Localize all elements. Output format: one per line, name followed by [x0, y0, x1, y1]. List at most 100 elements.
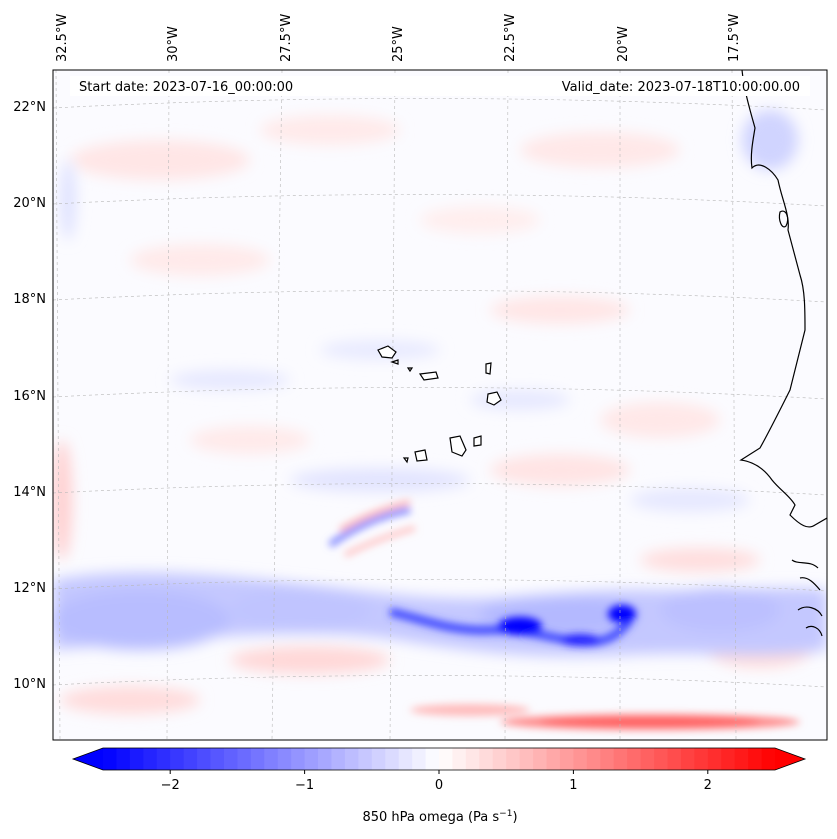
colorbar-label: 850 hPa omega (Pa s−1): [362, 809, 517, 825]
colorbar-segment: [573, 748, 588, 770]
colorbar-segment: [694, 748, 709, 770]
colorbar-segment: [264, 748, 279, 770]
colorbar-segment: [613, 748, 628, 770]
lon-label-25w: 25°W: [391, 26, 406, 62]
island-sao-vicente: [390, 359, 399, 365]
colorbar-segment: [250, 748, 265, 770]
colorbar-segment: [143, 748, 158, 770]
convergence-band: [53, 572, 827, 657]
latitude-labels: 22°N 20°N 18°N 16°N 14°N 12°N 10°N: [13, 100, 46, 692]
lat-label-10n: 10°N: [13, 677, 46, 692]
descent-streak: [410, 704, 800, 730]
wave-feature: [328, 499, 416, 558]
colorbar-segment: [237, 748, 252, 770]
colorbar-segment: [492, 748, 507, 770]
colorbar-segment: [519, 748, 534, 770]
lat-label-22n: 22°N: [13, 100, 46, 115]
colorbar-tick-label: 1: [569, 778, 577, 793]
map-panel: Start date: 2023-07-16_00:00:00 Valid_da…: [52, 69, 828, 741]
colorbar-segment: [654, 748, 668, 770]
colorbar-segment: [761, 748, 776, 770]
start-date-label: Start date: 2023-07-16_00:00:00: [79, 80, 293, 95]
island-sao-nicolau: [418, 371, 439, 381]
colorbar-segment: [291, 748, 305, 770]
colorbar-max-arrow: [775, 748, 805, 770]
colorbar-segment: [586, 748, 601, 770]
lon-label-27-5w: 27.5°W: [279, 14, 294, 62]
colorbar-segment: [506, 748, 521, 770]
colorbar-segment: [640, 748, 655, 770]
colorbar-segment: [210, 748, 225, 770]
island-sal: [485, 362, 492, 375]
colorbar-ticks: −2 −1 0 1 2: [161, 770, 712, 793]
colorbar-segment: [546, 748, 561, 770]
colorbar-segment: [734, 748, 749, 770]
colorbar-segment: [318, 748, 332, 770]
graticule: [53, 70, 827, 740]
valid-date-label: Valid_date: 2023-07-18T10:00:00.00: [562, 80, 800, 95]
colorbar-segment: [129, 748, 144, 770]
african-coast: [739, 70, 827, 528]
island-santa-luzia: [406, 367, 414, 373]
colorbar-segment: [721, 748, 736, 770]
colorbar-outline: [71, 747, 807, 771]
lon-label-22-5w: 22.5°W: [503, 14, 518, 62]
guinea-bissau-islands: [791, 559, 823, 637]
colorbar-segment: [103, 748, 117, 770]
colorbar: −2 −1 0 1 2 850 hPa omega (Pa s−1): [71, 747, 807, 825]
colorbar-tick-label: −2: [161, 778, 180, 793]
colorbar-segment: [667, 748, 682, 770]
colorbar-segment: [183, 748, 198, 770]
lat-label-16n: 16°N: [13, 389, 46, 404]
colorbar-segment: [680, 748, 695, 770]
lat-label-14n: 14°N: [13, 485, 46, 500]
colorbar-min-arrow: [73, 748, 103, 770]
colorbar-segment: [412, 748, 426, 770]
island-brava: [402, 457, 409, 464]
island-santiago: [449, 435, 467, 457]
lon-label-20w: 20°W: [616, 26, 631, 62]
colorbar-segment: [439, 748, 453, 770]
colorbar-tick-label: 0: [435, 778, 443, 793]
colorbar-segment: [465, 748, 480, 770]
map-frame: [52, 69, 828, 741]
colorbar-segments: [103, 748, 776, 770]
colorbar-segment: [707, 748, 722, 770]
colorbar-segment: [385, 748, 400, 770]
lat-label-18n: 18°N: [13, 292, 46, 307]
strong-ascent-core: [389, 605, 636, 647]
colorbar-segment: [600, 748, 615, 770]
colorbar-segment: [425, 748, 440, 770]
island-maio: [473, 435, 482, 447]
island-fogo: [414, 449, 428, 462]
colorbar-segment: [358, 748, 373, 770]
lon-label-32-5w: 32.5°W: [55, 14, 70, 62]
colorbar-segment: [277, 748, 292, 770]
lon-label-17-5w: 17.5°W: [727, 14, 742, 62]
colorbar-segment: [398, 748, 413, 770]
colorbar-segment: [748, 748, 762, 770]
longitude-labels: 32.5°W 30°W 27.5°W 25°W 22.5°W 20°W 17.5…: [55, 14, 742, 62]
colorbar-tick-label: 2: [704, 778, 712, 793]
omega-field: [53, 110, 827, 730]
colorbar-segment: [479, 748, 494, 770]
colorbar-segment: [559, 748, 574, 770]
lat-label-20n: 20°N: [13, 196, 46, 211]
colorbar-segment: [156, 748, 171, 770]
colorbar-segment: [170, 748, 185, 770]
island-boa-vista: [486, 391, 502, 406]
cape-verde-islands: [377, 345, 502, 464]
lon-label-30w: 30°W: [166, 26, 181, 62]
colorbar-segment: [116, 748, 131, 770]
colorbar-segment: [304, 748, 319, 770]
colorbar-tick-label: −1: [295, 778, 314, 793]
colorbar-segment: [223, 748, 238, 770]
colorbar-segment: [452, 748, 467, 770]
colorbar-segment: [371, 748, 386, 770]
colorbar-segment: [533, 748, 547, 770]
positive-omega-patches: [53, 115, 810, 714]
coast-inlet: [778, 210, 789, 228]
colorbar-segment: [627, 748, 641, 770]
colorbar-segment: [344, 748, 359, 770]
